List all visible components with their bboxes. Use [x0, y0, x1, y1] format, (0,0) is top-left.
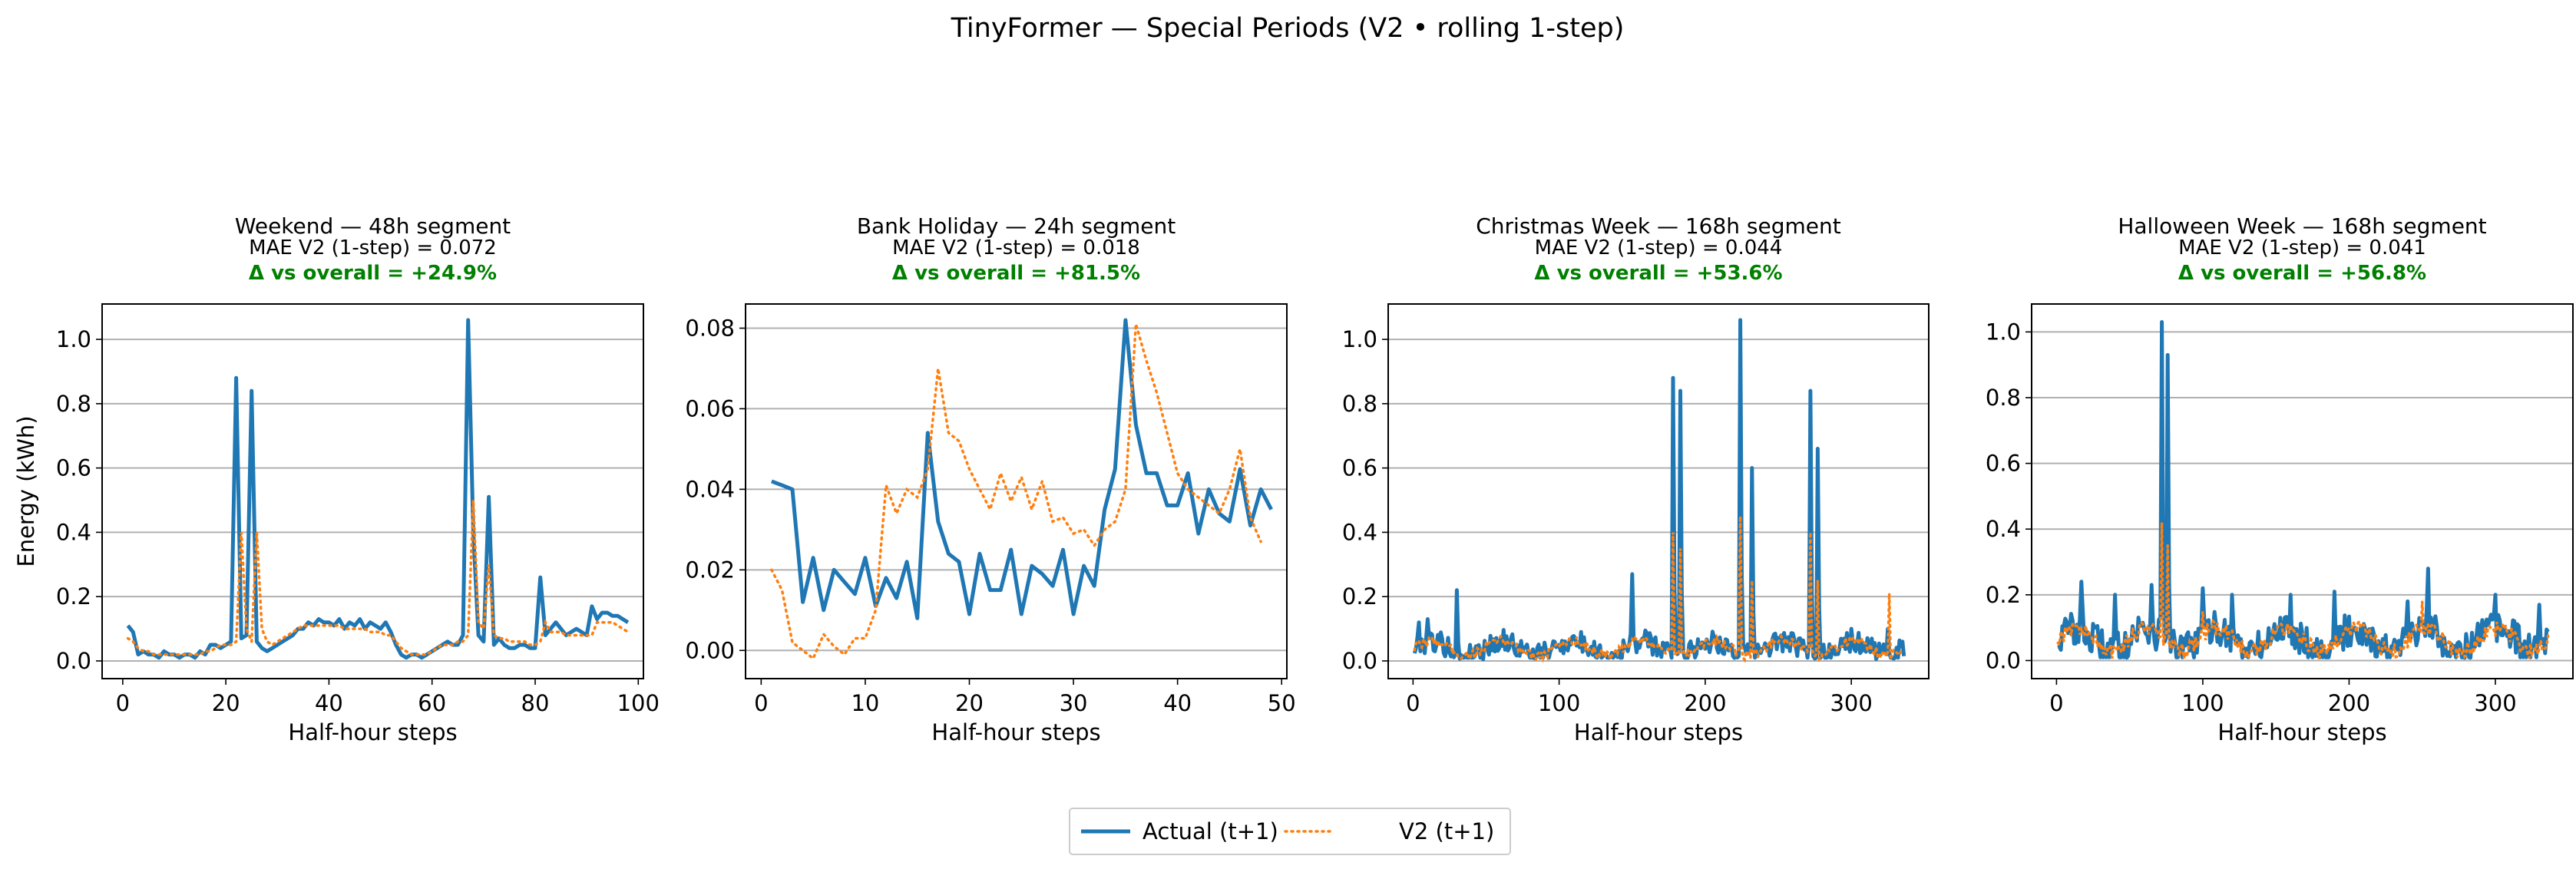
x-tick-label: 60: [418, 690, 446, 716]
series-actual-line: [1412, 318, 1906, 662]
y-tick-label: 0.6: [56, 455, 91, 481]
y-tick-label: 1.0: [56, 326, 91, 352]
y-tick-label: 0.0: [1342, 648, 1377, 674]
y-tick-label: 0.8: [1342, 391, 1377, 417]
axes-frame: [2031, 303, 2574, 679]
x-tick-label: 100: [1538, 690, 1580, 716]
axes-frame: [745, 303, 1288, 679]
y-tick-label: 0.04: [685, 476, 735, 502]
y-tick-label: 0.4: [56, 519, 91, 545]
panel-title: Weekend — 48h segment: [235, 213, 511, 239]
y-tick-label: 0.4: [1342, 519, 1377, 545]
x-tick-label: 100: [2181, 690, 2224, 716]
legend: Actual (t+1) V2 (t+1): [1069, 808, 1511, 855]
panel-title: Halloween Week — 168h segment: [2118, 213, 2486, 239]
y-tick-label: 0.0: [1986, 647, 2021, 673]
x-tick-label: 20: [212, 690, 240, 716]
panel-mae: MAE V2 (1-step) = 0.041: [2178, 236, 2426, 259]
series-actual-line: [126, 318, 630, 660]
series-v2-line: [770, 323, 1262, 661]
plot-area: [126, 318, 630, 660]
series-actual-line: [771, 318, 1273, 620]
x-tick-label: 10: [851, 690, 879, 716]
y-tick-label: 1.0: [1986, 319, 2021, 345]
panel-mae: MAE V2 (1-step) = 0.072: [249, 236, 497, 259]
panel-delta: Δ vs overall = +56.8%: [2178, 262, 2426, 285]
y-tick-label: 0.8: [56, 391, 91, 417]
y-tick-label: 0.00: [685, 637, 735, 663]
y-tick-label: 0.8: [1986, 385, 2021, 411]
plot-area: [770, 318, 1273, 661]
x-tick-label: 0: [116, 690, 130, 716]
y-tick-label: 0.2: [1342, 583, 1377, 610]
plot-area: [2056, 320, 2550, 663]
y-tick-label: 0.2: [1986, 582, 2021, 608]
series-v2-line: [126, 500, 630, 656]
y-tick-label: 0.6: [1342, 455, 1377, 481]
x-tick-label: 40: [315, 690, 343, 716]
x-tick-label: 100: [617, 690, 660, 716]
panel-mae: MAE V2 (1-step) = 0.044: [1535, 236, 1783, 259]
y-axis-label: Energy (kWh): [13, 415, 39, 567]
panel-title: Christmas Week — 168h segment: [1476, 213, 1841, 239]
panel-delta: Δ vs overall = +24.9%: [249, 262, 497, 285]
y-tick-label: 0.08: [685, 315, 735, 341]
y-tick-label: 0.4: [1986, 516, 2021, 542]
y-tick-label: 0.0: [56, 648, 91, 674]
y-tick-label: 0.02: [685, 557, 735, 583]
plot-area: [1412, 318, 1906, 664]
legend-label-actual: Actual (t+1): [1143, 818, 1278, 844]
x-axis-label: Half-hour steps: [2217, 719, 2386, 745]
series-actual-line: [2057, 320, 2550, 660]
legend-label-v2: V2 (t+1): [1399, 818, 1494, 844]
y-tick-label: 1.0: [1342, 326, 1377, 352]
x-tick-label: 200: [1684, 690, 1726, 716]
y-tick-label: 0.06: [685, 395, 735, 421]
x-tick-label: 0: [1406, 690, 1420, 716]
x-tick-label: 0: [754, 690, 768, 716]
x-tick-label: 30: [1060, 690, 1088, 716]
x-tick-label: 80: [521, 690, 550, 716]
x-axis-label: Half-hour steps: [288, 719, 457, 745]
figure-title: TinyFormer — Special Periods (V2 • rolli…: [951, 13, 1625, 44]
panel-title: Bank Holiday — 24h segment: [857, 213, 1176, 239]
panel-delta: Δ vs overall = +81.5%: [892, 262, 1140, 285]
axes-frame: [1387, 303, 1930, 679]
x-tick-label: 50: [1268, 690, 1296, 716]
panel-mae: MAE V2 (1-step) = 0.018: [892, 236, 1140, 259]
x-tick-label: 300: [2474, 690, 2516, 716]
x-axis-label: Half-hour steps: [931, 719, 1100, 745]
axes-frame: [101, 303, 644, 679]
x-tick-label: 20: [955, 690, 984, 716]
panel-delta: Δ vs overall = +53.6%: [1534, 262, 1782, 285]
x-tick-label: 300: [1830, 690, 1872, 716]
series-v2-line: [1413, 516, 1906, 664]
x-tick-label: 40: [1163, 690, 1192, 716]
x-tick-label: 200: [2328, 690, 2370, 716]
x-axis-label: Half-hour steps: [1574, 719, 1743, 745]
y-tick-label: 0.6: [1986, 451, 2021, 477]
x-tick-label: 0: [2049, 690, 2063, 716]
series-v2-line: [2056, 522, 2550, 663]
legend-frame: [1069, 808, 1511, 855]
y-tick-label: 0.2: [56, 583, 91, 610]
